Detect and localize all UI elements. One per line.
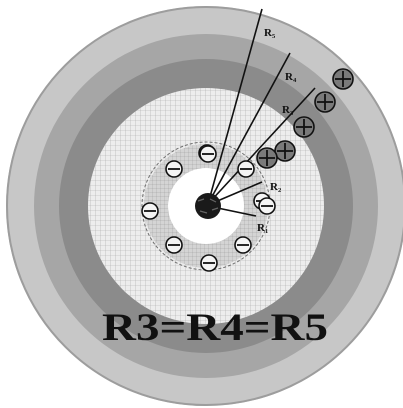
nucleus <box>195 193 221 219</box>
negative-charge-marker-7 <box>165 236 183 254</box>
negative-charge-marker-6 <box>258 197 276 215</box>
radius-line-r3 <box>207 87 316 205</box>
radius-line-r4 <box>207 52 291 205</box>
label-r2: R₂ <box>270 181 282 193</box>
negative-charge-marker-2 <box>165 160 183 178</box>
positive-charge-marker-5 <box>256 147 278 169</box>
positive-charge-marker-1 <box>332 68 354 90</box>
nucleus-core <box>195 193 221 219</box>
label-r4: R₄ <box>285 71 297 83</box>
positive-charge-marker-2 <box>314 91 336 113</box>
equation-label: R3=R4=R5 <box>102 306 328 349</box>
negative-charge-markers <box>141 144 276 272</box>
label-r5: R₅ <box>264 27 276 39</box>
negative-charge-marker-3 <box>237 160 255 178</box>
negative-charge-marker-8 <box>234 236 252 254</box>
label-r3: R₃ <box>282 104 294 116</box>
negative-charge-marker-10 <box>199 145 217 163</box>
negative-charge-marker-9 <box>200 254 218 272</box>
outer-shell-edge <box>6 6 403 406</box>
positive-charge-marker-4 <box>274 140 296 162</box>
label-r1: R₁ <box>257 222 268 234</box>
positive-charge-marker-3 <box>293 116 315 138</box>
positive-charge-markers <box>256 68 354 169</box>
negative-charge-marker-4 <box>141 202 159 220</box>
radius-line-r5 <box>207 8 263 205</box>
